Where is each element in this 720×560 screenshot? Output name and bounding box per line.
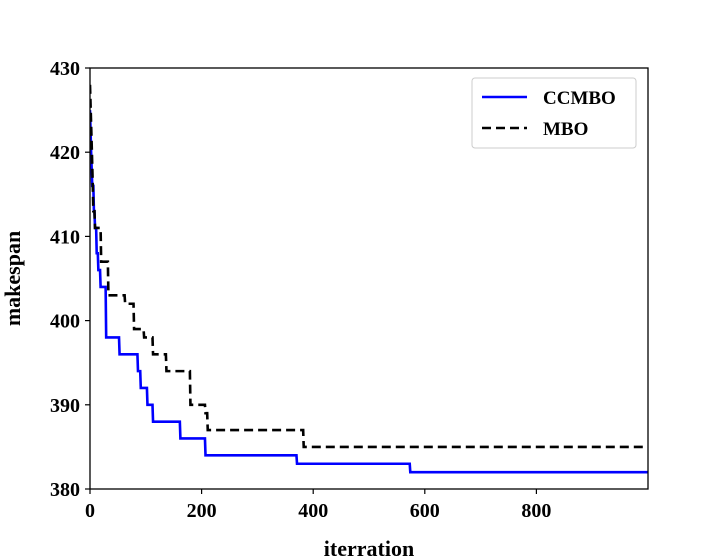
x-tick-label: 400 bbox=[298, 500, 328, 522]
plot-area bbox=[90, 84, 648, 474]
ticks: 0 200 400 600 800 380 390 400 410 420 430 bbox=[50, 58, 551, 522]
x-axis-label: iterration bbox=[324, 536, 414, 560]
legend-label-mbo: MBO bbox=[543, 119, 588, 140]
x-tick-label: 0 bbox=[85, 500, 95, 522]
x-tick-label: 600 bbox=[410, 500, 440, 522]
legend-label-ccmbo: CCMBO bbox=[543, 88, 616, 109]
y-tick-label: 420 bbox=[50, 142, 80, 164]
x-tick-label: 800 bbox=[521, 500, 551, 522]
y-tick-label: 400 bbox=[50, 311, 80, 333]
plot-frame bbox=[89, 67, 649, 490]
y-tick-label: 410 bbox=[50, 226, 80, 248]
y-tick-label: 390 bbox=[50, 395, 80, 417]
y-tick-label: 430 bbox=[50, 58, 80, 80]
axes bbox=[89, 67, 649, 490]
series-line-mbo bbox=[90, 84, 648, 449]
y-axis-label: makespan bbox=[0, 231, 25, 326]
legend-box bbox=[471, 77, 637, 149]
legend: CCMBO MBO bbox=[471, 77, 637, 149]
y-tick-label: 380 bbox=[50, 479, 80, 501]
series-line-ccmbo bbox=[90, 110, 648, 474]
x-tick-label: 200 bbox=[187, 500, 217, 522]
